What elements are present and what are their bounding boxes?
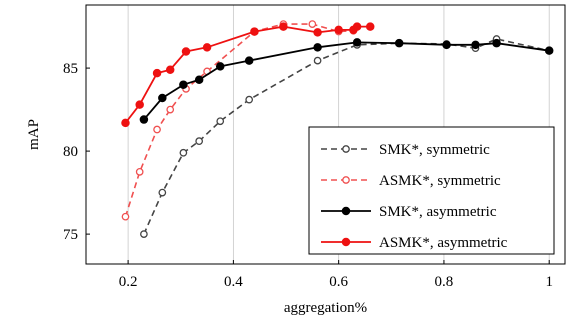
data-point <box>394 38 404 48</box>
data-point <box>471 40 480 50</box>
legend-swatch-marker <box>342 176 350 184</box>
data-point <box>313 43 322 52</box>
data-point <box>544 46 554 55</box>
series-layer <box>121 20 554 238</box>
data-point <box>165 65 175 75</box>
data-point <box>365 22 375 31</box>
legend-swatch-marker <box>341 237 351 247</box>
y-axis-label: mAP <box>26 119 42 150</box>
legend-label: ASMK*, asymmetric <box>379 235 508 251</box>
data-point <box>313 28 322 37</box>
data-point <box>166 105 175 114</box>
data-point <box>158 188 167 197</box>
data-point <box>179 80 188 89</box>
legend-item: SMK*, symmetric <box>321 142 490 158</box>
data-point <box>308 20 317 28</box>
series-4 <box>121 22 375 128</box>
legend-label: SMK*, symmetric <box>379 142 490 158</box>
legend-swatch-marker <box>341 206 351 216</box>
legend-box <box>308 126 555 255</box>
data-point <box>140 230 148 238</box>
data-point <box>334 25 343 35</box>
tick-labels: 0.2 0.4 0.6 0.8 1 75 80 85 <box>63 61 553 290</box>
x-axis-label: aggregation% <box>284 300 367 316</box>
x-tick-label: 1 <box>545 274 553 290</box>
data-point <box>181 47 191 56</box>
y-tick-label: 75 <box>63 227 78 243</box>
x-tick-label: 0.6 <box>329 274 348 290</box>
data-point <box>153 125 161 134</box>
data-point <box>492 38 501 48</box>
legend-item: ASMK*, asymmetric <box>321 235 508 251</box>
data-point <box>216 117 225 126</box>
y-tick-label: 85 <box>63 61 78 77</box>
series-3 <box>139 38 554 124</box>
legend-swatch-marker <box>342 145 350 153</box>
data-point <box>202 43 212 52</box>
data-point <box>313 56 322 65</box>
data-point <box>158 93 167 103</box>
data-point <box>279 22 288 31</box>
legend-item: SMK*, asymmetric <box>321 204 497 220</box>
data-point <box>250 27 259 36</box>
x-tick-label: 0.2 <box>119 274 138 290</box>
data-point <box>215 62 225 71</box>
data-point <box>139 115 149 124</box>
data-point <box>195 137 204 145</box>
data-point <box>135 100 144 109</box>
data-point <box>152 68 162 78</box>
data-point <box>179 148 188 157</box>
data-point <box>194 75 204 84</box>
data-point <box>121 212 130 221</box>
data-point <box>121 118 130 128</box>
data-point <box>352 22 362 31</box>
legend: SMK*, symmetric ASMK*, symmetric SMK*, asy… <box>308 126 555 255</box>
series-line <box>143 41 550 121</box>
x-tick-label: 0.4 <box>224 274 243 290</box>
x-tick-label: 0.8 <box>435 274 454 290</box>
data-point <box>352 38 362 47</box>
legend-label: SMK*, asymmetric <box>379 204 497 220</box>
series-line <box>124 25 371 124</box>
y-tick-label: 80 <box>63 144 78 160</box>
plot-area-frame <box>85 4 566 265</box>
data-point <box>442 40 451 50</box>
legend-item: ASMK*, symmetric <box>321 173 501 189</box>
data-point <box>245 95 254 104</box>
data-point <box>244 56 254 65</box>
data-point <box>135 168 144 176</box>
legend-label: ASMK*, symmetric <box>379 173 501 189</box>
